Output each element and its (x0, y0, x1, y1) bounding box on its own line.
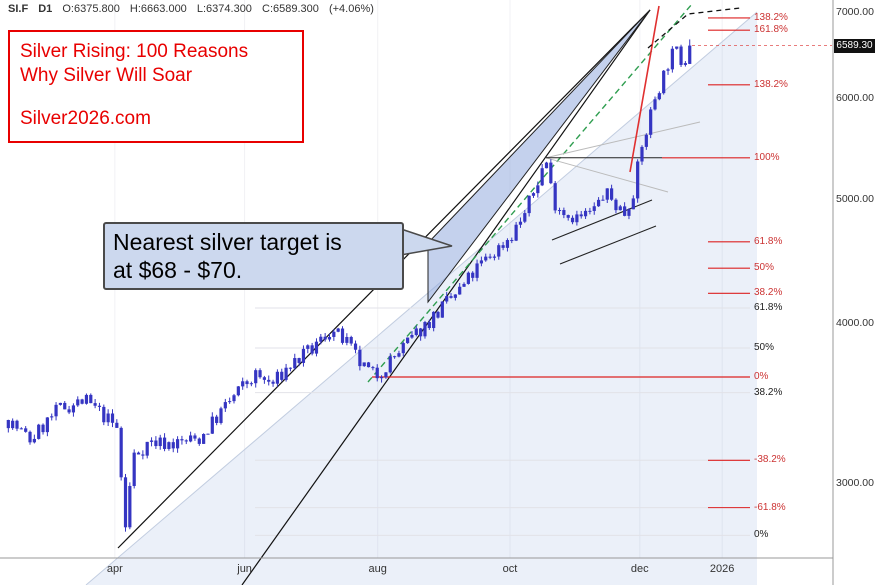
callout-line2: at $68 - $70. (113, 257, 243, 284)
high-value: H:6663.000 (129, 3, 187, 15)
ohlc-readout: SI.F D1 O:6375.800 H:6663.000 L:6374.300… (8, 3, 381, 15)
close-value: C:6589.300 (262, 3, 319, 15)
change-percent: (+4.06%) (328, 3, 374, 15)
low-value: L:6374.300 (196, 3, 252, 15)
target-callout-bubble[interactable]: Nearest silver target is at $68 - $70. (103, 222, 404, 291)
last-price-tag: 6589.30 (834, 38, 875, 53)
callout-line1: Nearest silver target is (113, 229, 342, 255)
timeframe-label: D1 (38, 3, 53, 15)
promo-line1: Silver Rising: 100 Reasons (20, 41, 249, 62)
promo-line2: Why Silver Will Soar (20, 65, 193, 87)
open-value: O:6375.800 (62, 3, 120, 15)
symbol-label: SI.F (8, 3, 29, 15)
promo-site-link[interactable]: Silver2026.com (20, 107, 151, 129)
promo-annotation-box[interactable]: Silver Rising: 100 Reasons Why Silver Wi… (8, 30, 304, 143)
